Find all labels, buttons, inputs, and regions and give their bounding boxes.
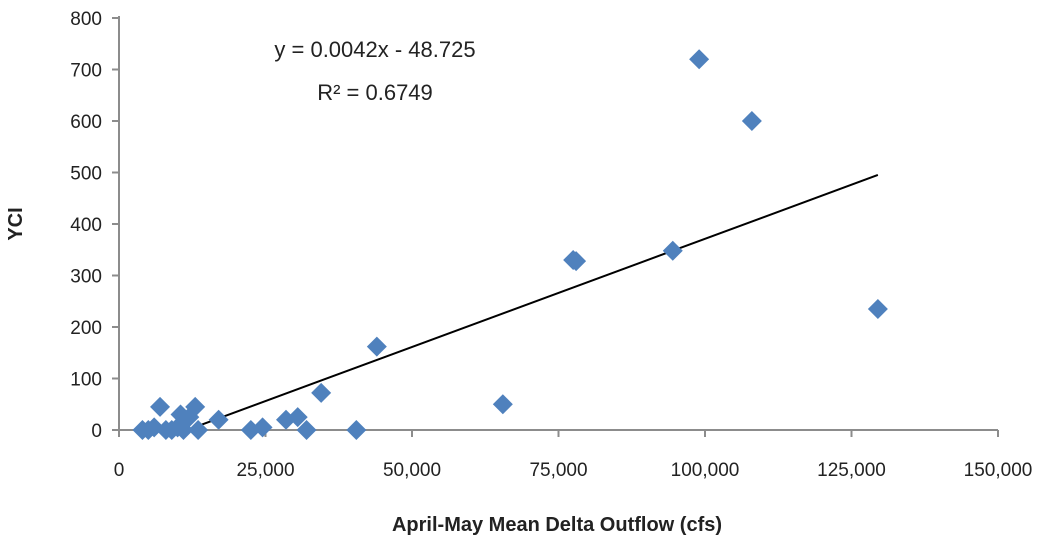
data-point xyxy=(346,420,367,440)
data-point xyxy=(311,382,332,403)
data-point xyxy=(296,420,317,440)
x-tick-group: 0 25,000 50,000 75,000 100,000 125,000 150,000 xyxy=(114,430,1033,481)
data-point xyxy=(662,240,683,261)
y-tick-label: 200 xyxy=(70,318,102,339)
trendline xyxy=(186,174,879,431)
y-tick-group: 0 100 200 300 400 500 600 700 800 xyxy=(70,9,119,442)
x-tick-label: 150,000 xyxy=(964,460,1033,481)
data-point xyxy=(287,407,308,428)
axes-group xyxy=(118,16,998,431)
x-tick-label: 100,000 xyxy=(671,460,740,481)
trendline-group xyxy=(186,174,879,431)
data-point xyxy=(150,396,171,417)
y-tick-label: 300 xyxy=(70,267,102,288)
data-point xyxy=(185,396,206,417)
x-tick-label: 125,000 xyxy=(817,460,886,481)
y-tick-label: 600 xyxy=(70,112,102,133)
x-tick-label: 0 xyxy=(114,460,125,481)
x-axis-title: April-May Mean Delta Outflow (cfs) xyxy=(392,514,722,536)
y-axis-title: YCI xyxy=(5,207,27,240)
data-points-group xyxy=(132,49,888,440)
x-tick-label: 75,000 xyxy=(529,460,587,481)
trendline-r-squared: R² = 0.6749 xyxy=(317,80,433,105)
y-tick-label: 100 xyxy=(70,370,102,391)
data-point xyxy=(566,251,587,272)
data-point xyxy=(867,298,888,319)
y-tick-label: 400 xyxy=(70,215,102,236)
y-tick-label: 0 xyxy=(91,421,102,442)
trendline-equation: y = 0.0042x - 48.725 xyxy=(274,37,475,62)
x-tick-label: 25,000 xyxy=(236,460,294,481)
data-point xyxy=(366,336,387,357)
data-point xyxy=(188,420,209,440)
data-point xyxy=(252,417,273,438)
data-point xyxy=(741,111,762,131)
y-tick-label: 800 xyxy=(70,9,102,30)
y-tick-label: 700 xyxy=(70,61,102,82)
x-tick-label: 50,000 xyxy=(383,460,441,481)
data-point xyxy=(492,394,513,415)
data-point xyxy=(689,49,710,70)
data-point xyxy=(208,409,229,430)
y-tick-label: 500 xyxy=(70,164,102,185)
